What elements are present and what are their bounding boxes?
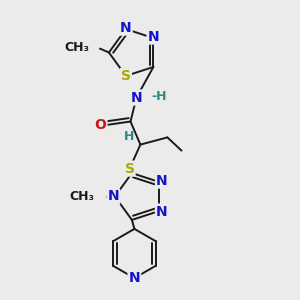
Text: N: N <box>129 271 140 285</box>
Text: N: N <box>156 173 168 188</box>
Text: O: O <box>94 118 106 132</box>
Text: N: N <box>156 205 168 219</box>
Text: N: N <box>120 21 132 34</box>
Text: N: N <box>108 190 119 203</box>
Text: H: H <box>124 130 134 143</box>
Text: S: S <box>124 162 135 176</box>
Text: CH₃: CH₃ <box>64 40 89 54</box>
Text: S: S <box>121 69 131 83</box>
Text: CH₃: CH₃ <box>70 190 94 203</box>
Text: -H: -H <box>151 90 167 103</box>
Text: N: N <box>148 29 159 44</box>
Text: N: N <box>131 91 142 104</box>
